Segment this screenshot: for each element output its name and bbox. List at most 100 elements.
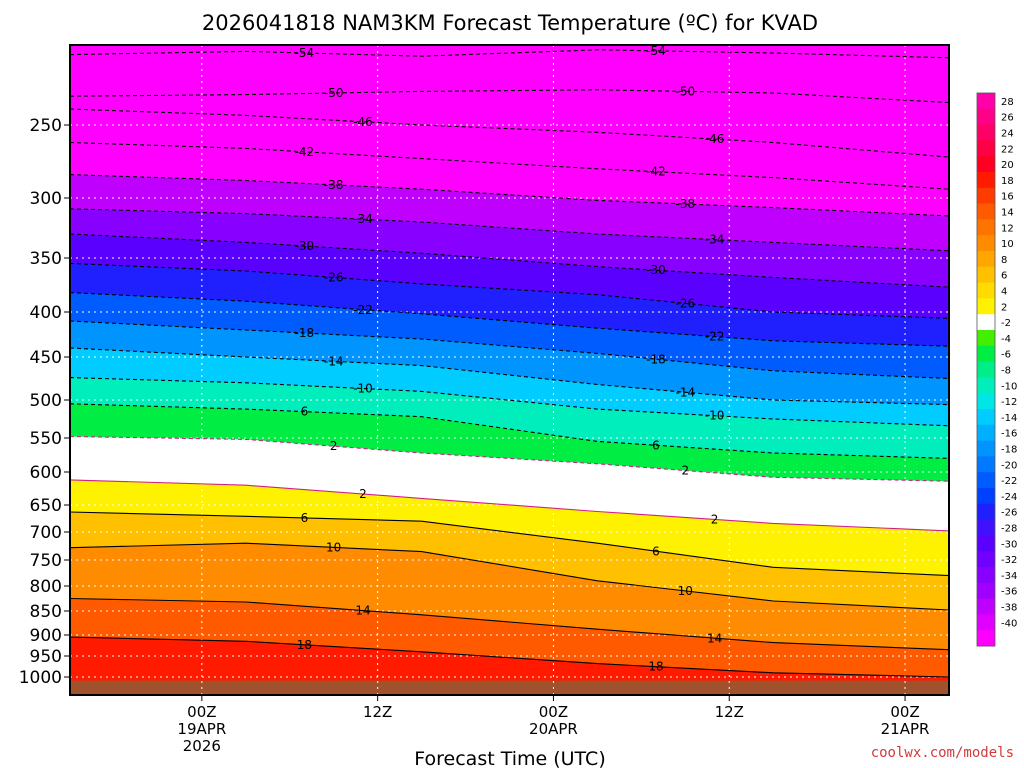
- colorbar-label: -28: [1001, 524, 1017, 535]
- isotherm-label: -10: [353, 382, 373, 396]
- x-tick-label: 12Z: [363, 703, 392, 721]
- colorbar-label: -24: [1001, 492, 1017, 503]
- colorbar-swatch: [977, 567, 995, 584]
- colorbar-label: -32: [1001, 555, 1017, 566]
- credit-text[interactable]: coolwx.com/models: [871, 745, 1014, 761]
- colorbar-label: 26: [1001, 113, 1014, 124]
- colorbar-swatch: [977, 314, 995, 331]
- colorbar-label: 14: [1001, 208, 1014, 219]
- isotherm-label: 6: [652, 544, 660, 558]
- ground-surface: [70, 680, 949, 695]
- colorbar-label: -14: [1001, 413, 1017, 424]
- colorbar-label: -34: [1001, 571, 1017, 582]
- isotherm-label: 6: [652, 438, 660, 452]
- isotherm-label: -26: [675, 296, 695, 310]
- colorbar-label: -22: [1001, 476, 1017, 487]
- x-tick-label: 21APR: [881, 720, 930, 738]
- isotherm-line: [70, 479, 949, 532]
- isotherm-label: -34: [353, 212, 373, 226]
- y-tick-label: 1000: [19, 668, 62, 688]
- colorbar-label: 10: [1001, 239, 1014, 250]
- colorbar-label: 6: [1001, 271, 1007, 282]
- x-axis-label: Forecast Time (UTC): [414, 748, 605, 768]
- colorbar-label: 24: [1001, 129, 1014, 140]
- colorbar-frame: [976, 92, 996, 647]
- colorbar-swatch: [977, 282, 995, 299]
- colorbar: 28 26 24 22 20 18 16 14 12 10 8 6 4 2 -2 -4 -6 -8 -10 -12 -1…: [976, 92, 1017, 647]
- colorbar-label: -38: [1001, 603, 1017, 614]
- isotherm-label: -34: [705, 233, 725, 247]
- colorbar-swatch: [977, 219, 995, 236]
- y-tick-label: 700: [30, 523, 62, 543]
- y-tick-label: 950: [30, 647, 62, 667]
- gridlines: [70, 45, 949, 695]
- colorbar-swatch: [977, 361, 995, 378]
- colorbar-swatch: [977, 156, 995, 173]
- colorbar-label: -4: [1001, 334, 1011, 345]
- colorbar-swatch: [977, 551, 995, 568]
- y-tick-label: 350: [30, 249, 62, 269]
- isotherm-label: -14: [324, 354, 344, 368]
- colorbar-label: 4: [1001, 287, 1007, 298]
- x-tick-label: 00Z: [539, 703, 568, 721]
- x-tick-label: 12Z: [715, 703, 744, 721]
- y-tick-label: 900: [30, 626, 62, 646]
- colorbar-swatch: [977, 488, 995, 505]
- isotherm-label: -50: [324, 86, 344, 100]
- isotherm-label: -46: [705, 132, 725, 146]
- colorbar-label: -30: [1001, 539, 1017, 550]
- isotherm-contours: [70, 49, 949, 678]
- colorbar-swatch: [977, 108, 995, 126]
- colorbar-label: 16: [1001, 192, 1014, 203]
- colorbar-swatch: [977, 251, 995, 268]
- isotherm-label: -22: [353, 303, 373, 317]
- isotherm-label: -30: [646, 263, 666, 277]
- colorbar-label: -36: [1001, 587, 1017, 598]
- colorbar-swatch: [977, 424, 995, 442]
- colorbar-swatch: [977, 582, 995, 600]
- colorbar-label: -6: [1001, 350, 1011, 361]
- isotherm-label: -38: [324, 178, 344, 192]
- isotherm-line: [70, 636, 949, 678]
- isotherm-label: -18: [646, 352, 666, 366]
- isotherm-label: -42: [295, 145, 315, 159]
- colorbar-swatch: [977, 472, 995, 489]
- isotherm-label: -14: [675, 385, 695, 399]
- isotherm-label: 14: [707, 631, 722, 645]
- isotherm-label: 18: [297, 638, 312, 652]
- colorbar-swatch: [977, 93, 995, 110]
- isotherm-label: 2: [711, 512, 719, 526]
- colorbar-swatch: [977, 598, 995, 615]
- colorbar-label: -12: [1001, 397, 1017, 408]
- y-tick-label: 800: [30, 577, 62, 597]
- isotherm-label: -10: [705, 409, 725, 423]
- y-tick-label: 550: [30, 429, 62, 449]
- isotherm-line: [70, 542, 949, 611]
- isotherm-label: 2: [330, 439, 338, 453]
- colorbar-swatch: [977, 203, 995, 220]
- isotherm-label: 10: [326, 540, 341, 554]
- isotherm-label: -18: [295, 326, 315, 340]
- temperature-band: [70, 637, 949, 695]
- isotherm-label: 2: [359, 487, 367, 501]
- colorbar-swatch: [977, 140, 995, 157]
- x-tick-label: 00Z: [890, 703, 919, 721]
- colorbar-label: -40: [1001, 618, 1017, 629]
- colorbar-swatch: [977, 519, 995, 536]
- colorbar-label: -26: [1001, 508, 1017, 519]
- isotherm-label: 6: [301, 405, 309, 419]
- isotherm-label: -46: [353, 115, 373, 129]
- y-tick-label: 750: [30, 551, 62, 571]
- isotherm-label: -54: [646, 44, 666, 58]
- x-tick-label: 00Z: [187, 703, 216, 721]
- isotherm-label: 10: [678, 584, 693, 598]
- colorbar-label: -8: [1001, 366, 1011, 377]
- plot-frame: [69, 44, 950, 696]
- colorbar-label: 12: [1001, 223, 1014, 234]
- isotherm-label: -42: [646, 165, 666, 179]
- colorbar-swatch: [977, 614, 995, 631]
- y-tick-label: 500: [30, 391, 62, 411]
- colorbar-label: -20: [1001, 460, 1017, 471]
- colorbar-swatch: [977, 456, 995, 473]
- colorbar-swatch: [977, 409, 995, 426]
